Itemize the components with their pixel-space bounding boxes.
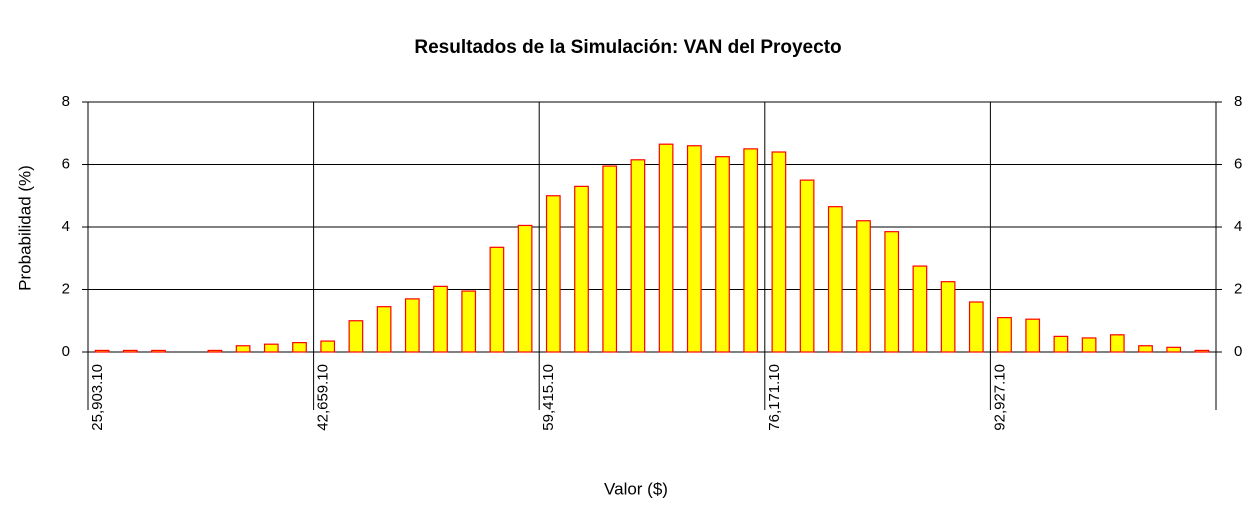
bar [517,224,533,353]
x-tick-label: 25,903.10 [89,364,106,431]
chart-title: Resultados de la Simulación: VAN del Pro… [414,37,841,58]
bar [235,345,251,353]
bar [574,185,589,353]
bar [686,145,702,353]
bar [122,349,138,353]
bar [1053,335,1069,353]
y2-tick-label: 2 [1234,280,1242,297]
bar [827,206,843,353]
bar [743,148,759,353]
bar [1166,346,1182,353]
y-tick-label: 6 [62,155,70,172]
bar [94,349,110,353]
bar [489,246,505,353]
y-tick-label: 4 [62,218,70,235]
x-tick-label: 76,171.10 [766,364,783,431]
y-tick-label: 0 [62,343,70,360]
bar [263,343,279,353]
bar [1081,337,1097,353]
bar [1109,334,1125,353]
bar [771,151,787,353]
y2-tick-label: 4 [1234,218,1242,235]
bar [545,195,561,353]
bar [404,298,420,353]
bar [1025,318,1041,353]
x-tick-label: 42,659.10 [315,364,332,431]
y2-tick-label: 6 [1234,155,1242,172]
bar [856,220,871,353]
bar [348,320,364,353]
bar [1138,345,1153,353]
x-axis-title: Valor ($) [604,479,668,498]
bar [292,342,307,353]
y2-tick-label: 8 [1234,93,1242,110]
bar [884,231,900,353]
x-tick-label: 92,927.10 [991,364,1008,431]
x-tick-label: 59,415.10 [540,364,557,431]
bar [207,349,223,353]
bar [968,301,984,353]
bar [602,165,618,353]
bar [461,290,477,353]
bar [715,156,730,353]
bar [433,285,448,353]
y-tick-label: 2 [62,280,70,297]
bar [997,317,1012,353]
y-tick-label: 8 [62,93,70,110]
y-axis-title: Probabilidad (%) [15,165,34,291]
bar [912,265,928,353]
bar [630,159,646,353]
bar [1194,349,1210,353]
bar [799,179,815,353]
bar [658,143,674,353]
bar [376,306,392,353]
bar [320,340,336,353]
bar [940,281,956,353]
bar [151,349,166,353]
y2-tick-label: 0 [1234,343,1242,360]
